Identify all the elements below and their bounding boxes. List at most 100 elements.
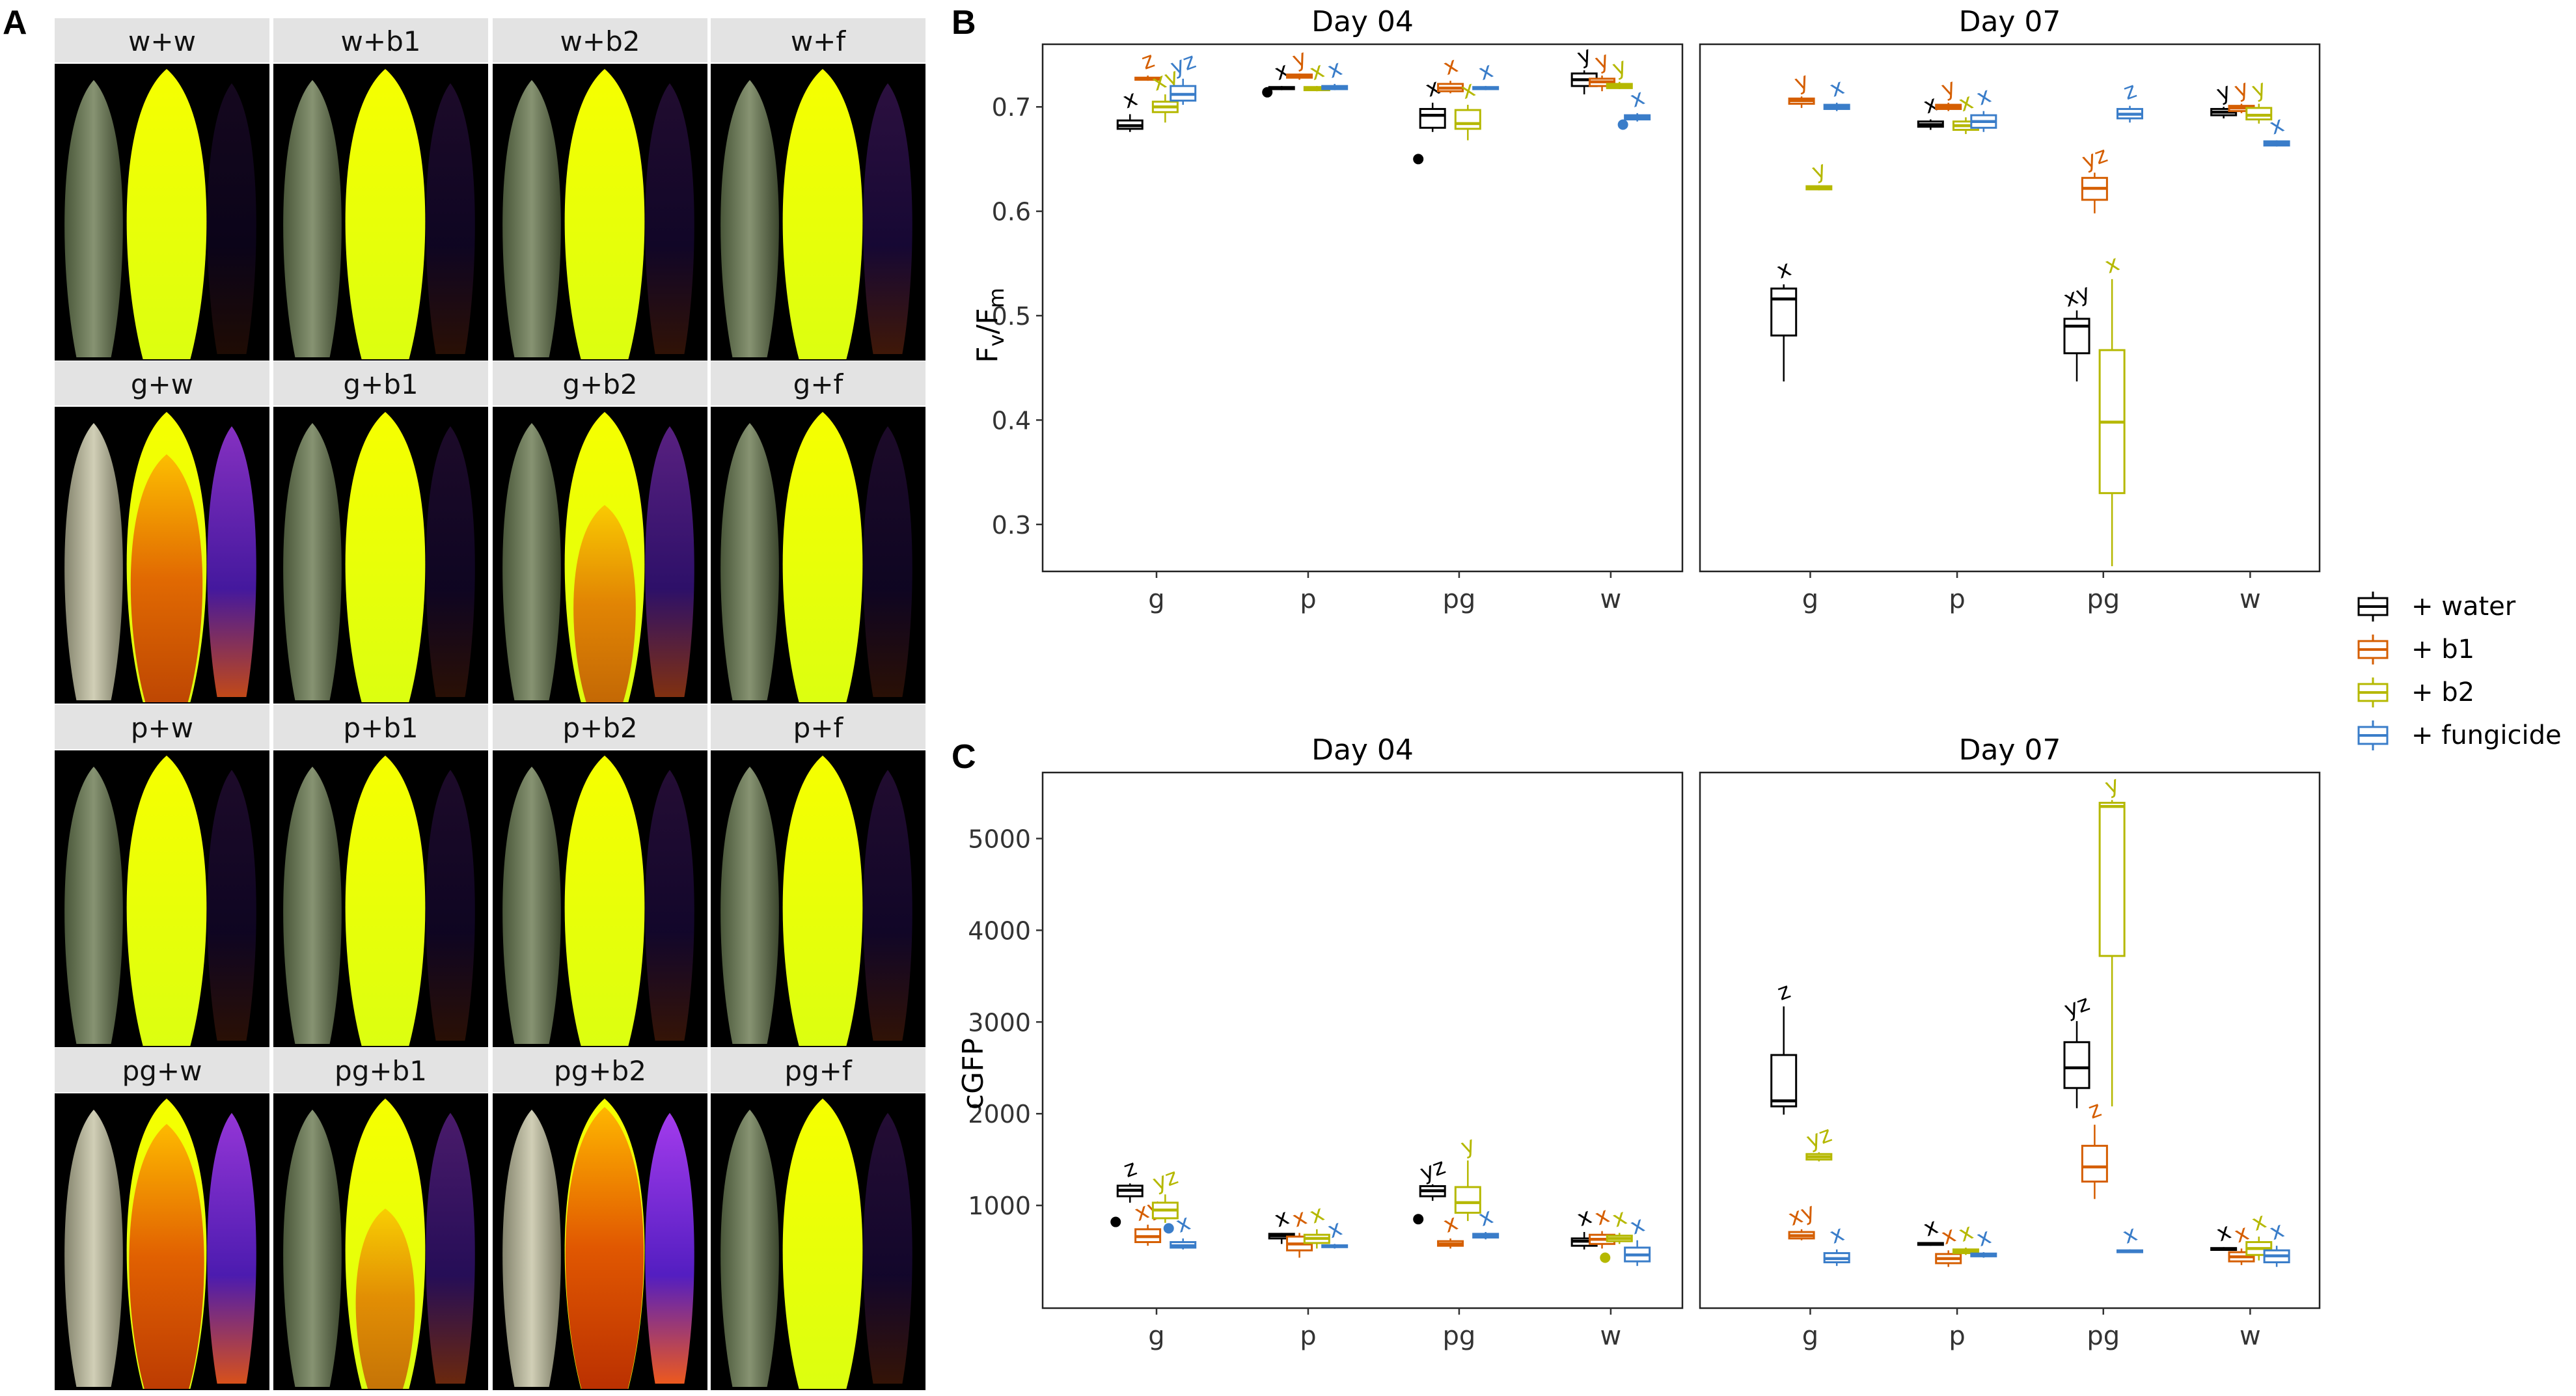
image-cell-label: w+b2	[560, 25, 640, 57]
legend-key-b2	[2357, 677, 2389, 707]
legend-key-fungicide	[2357, 720, 2389, 750]
spike-gfp	[863, 426, 912, 697]
spike-rgb	[502, 423, 561, 700]
x-tick-label: g	[1802, 1321, 1818, 1351]
image-cell-label: g+w	[131, 368, 193, 400]
box-outlier	[1110, 1216, 1121, 1227]
spike-gfp	[426, 770, 475, 1041]
image-cell: w+w	[55, 18, 269, 361]
box-iqr	[2081, 1145, 2108, 1183]
facet-title: Day 04	[1311, 733, 1414, 767]
box-iqr	[2063, 1041, 2090, 1089]
image-cell-header	[711, 705, 925, 749]
y-tick-label: 2000	[968, 1100, 1031, 1129]
image-cell-label: p+b1	[343, 712, 418, 744]
box-iqr	[2063, 318, 2090, 355]
box-outlier	[1163, 1223, 1174, 1234]
y-tick-label: 1000	[968, 1192, 1031, 1220]
spike-gfp	[426, 83, 475, 354]
x-tick-label: w	[2240, 1321, 2261, 1351]
box-b2: y	[2098, 771, 2126, 1106]
x-tick-label: g	[1148, 1321, 1164, 1351]
image-cell: g+f	[711, 361, 925, 704]
image-cell-label: pg+b1	[335, 1055, 427, 1087]
legend-item-b1: + b1	[2357, 635, 2474, 664]
legend-key-water	[2357, 592, 2389, 622]
box-iqr	[1419, 107, 1446, 129]
image-grid: w+w w+b1 w+b2 w+f g+w g+b1 g+b2 g+f p+w p+b1 p+b2 p…	[55, 18, 925, 1390]
legend-item-fungicide: + fungicide	[2357, 720, 2562, 750]
image-cell-header	[493, 18, 707, 62]
image-cell: w+b2	[493, 18, 707, 361]
image-cell-label: pg+f	[784, 1055, 853, 1087]
image-cell: w+b1	[273, 18, 488, 361]
box-outlier	[1413, 1214, 1424, 1225]
y-tick-label: 4000	[968, 916, 1031, 945]
y-tick-label: 3000	[968, 1008, 1031, 1037]
legend-item-b2: + b2	[2357, 677, 2474, 707]
image-cell-header	[55, 361, 269, 405]
image-cell-label: g+f	[793, 368, 844, 400]
x-tick-label: p	[1300, 1321, 1316, 1351]
image-cell-label: w+w	[128, 25, 196, 57]
spike-rgb	[720, 423, 779, 700]
box-water: yz	[2061, 990, 2093, 1108]
y-tick-label: 5000	[968, 825, 1031, 853]
image-cell-header	[273, 705, 488, 749]
image-cell-header	[55, 18, 269, 62]
spike-fvfm	[782, 412, 863, 702]
box-outlier	[1413, 154, 1424, 165]
image-cell-label: p+b2	[562, 712, 637, 744]
image-cell-header	[273, 1048, 488, 1092]
x-tick-label: pg	[2087, 1321, 2120, 1351]
panel-b-y-axis-label: Fv/Fm	[971, 288, 1009, 363]
box-iqr	[1454, 1186, 1481, 1214]
x-tick-label: w	[1600, 584, 1622, 614]
spike-gfp	[207, 1113, 256, 1384]
image-cell-label: w+b1	[341, 25, 421, 57]
box-b1: y	[1589, 47, 1616, 92]
legend-label-water: + water	[2411, 592, 2516, 622]
image-cell-header	[493, 361, 707, 405]
box-iqr	[1454, 109, 1481, 130]
x-tick-label: p	[1300, 584, 1316, 614]
facet-frame	[1699, 771, 2321, 1309]
spike-fvfm	[345, 412, 426, 702]
y-tick-label: 0.4	[992, 406, 1031, 435]
box-iqr	[1770, 1054, 1798, 1108]
facet-frame	[1041, 771, 1684, 1309]
spike-gfp	[207, 770, 256, 1041]
image-cell-label: pg+b2	[554, 1055, 646, 1087]
spike-rgb	[283, 80, 342, 357]
spike-rgb	[283, 767, 342, 1044]
spike-gfp	[645, 1113, 694, 1384]
spike-rgb	[283, 423, 342, 700]
image-cell-header	[273, 361, 488, 405]
spike-gfp	[426, 1113, 475, 1384]
facet-title: Day 07	[1959, 5, 2061, 38]
spike-gfp	[645, 83, 694, 354]
panel-letter-a: A	[3, 4, 27, 42]
spike-gfp	[863, 83, 912, 354]
image-cell-header	[711, 361, 925, 405]
x-tick-label: p	[1949, 1321, 1965, 1351]
box-b1: z	[2081, 1096, 2108, 1199]
x-tick-label: w	[2240, 584, 2261, 614]
spike-fvfm	[126, 756, 207, 1046]
spike-rgb	[720, 1110, 779, 1387]
spike-fvfm-damage	[573, 505, 636, 702]
panel-c-cgfp-chart: Day 0410002000300040005000gzxyyzxpxxxxpg…	[968, 733, 2321, 1351]
image-cell: pg+f	[711, 1048, 925, 1390]
spike-fvfm-damage	[565, 1107, 644, 1389]
spike-gfp	[863, 1113, 912, 1384]
panel-c-y-axis-label: cGFP	[957, 1038, 990, 1110]
image-cell-label: w+f	[791, 25, 847, 57]
image-cell-header	[493, 705, 707, 749]
panel-letter-b: B	[952, 4, 976, 42]
legend-label-b1: + b1	[2411, 635, 2474, 664]
image-cell: p+w	[55, 705, 269, 1047]
spike-gfp	[645, 426, 694, 697]
spike-fvfm	[564, 756, 645, 1046]
spike-gfp	[863, 770, 912, 1041]
